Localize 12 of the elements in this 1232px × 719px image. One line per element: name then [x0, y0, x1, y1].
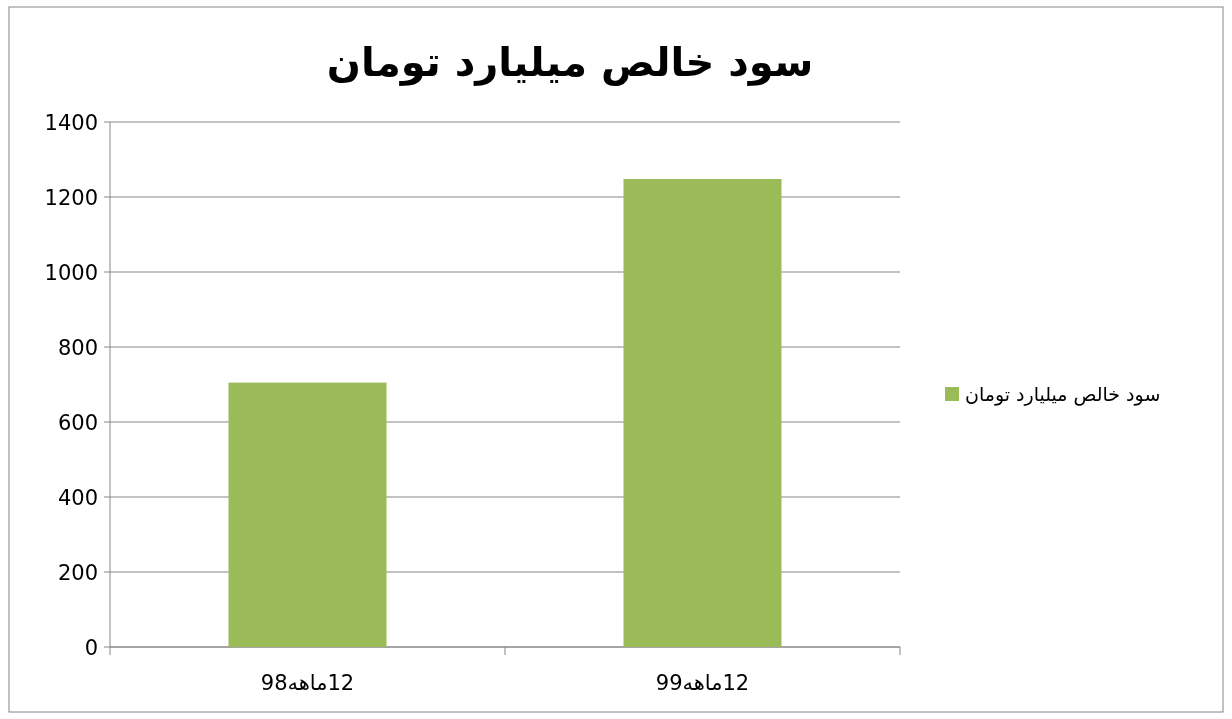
- x-tick-label: 12ماهه98: [260, 671, 355, 695]
- y-tick-label: 1400: [44, 111, 98, 135]
- y-tick-label: 400: [57, 486, 98, 510]
- x-tick-label: 12ماهه99: [655, 671, 750, 695]
- chart-title: سود خالص میلیارد تومان: [326, 39, 814, 86]
- y-tick-label: 1200: [44, 186, 98, 210]
- y-tick-label: 1000: [44, 261, 98, 285]
- y-tick-label: 800: [57, 336, 98, 360]
- y-tick-label: 200: [57, 561, 98, 585]
- legend-label: سود خالص میلیارد تومان: [965, 383, 1161, 406]
- y-tick-label: 600: [57, 411, 98, 435]
- y-tick-label: 0: [84, 636, 98, 660]
